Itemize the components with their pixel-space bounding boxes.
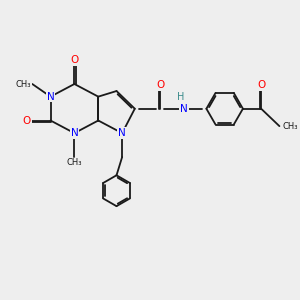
Text: N: N bbox=[70, 128, 78, 138]
Text: CH₃: CH₃ bbox=[67, 158, 82, 167]
Text: N: N bbox=[180, 104, 188, 114]
Text: CH₃: CH₃ bbox=[15, 80, 31, 88]
Text: N: N bbox=[118, 128, 126, 138]
Text: CH₃: CH₃ bbox=[282, 122, 298, 130]
Text: H: H bbox=[177, 92, 184, 102]
Text: O: O bbox=[156, 80, 164, 90]
Text: O: O bbox=[22, 116, 31, 125]
Text: N: N bbox=[46, 92, 54, 102]
Text: O: O bbox=[257, 80, 265, 90]
Text: O: O bbox=[70, 55, 79, 65]
